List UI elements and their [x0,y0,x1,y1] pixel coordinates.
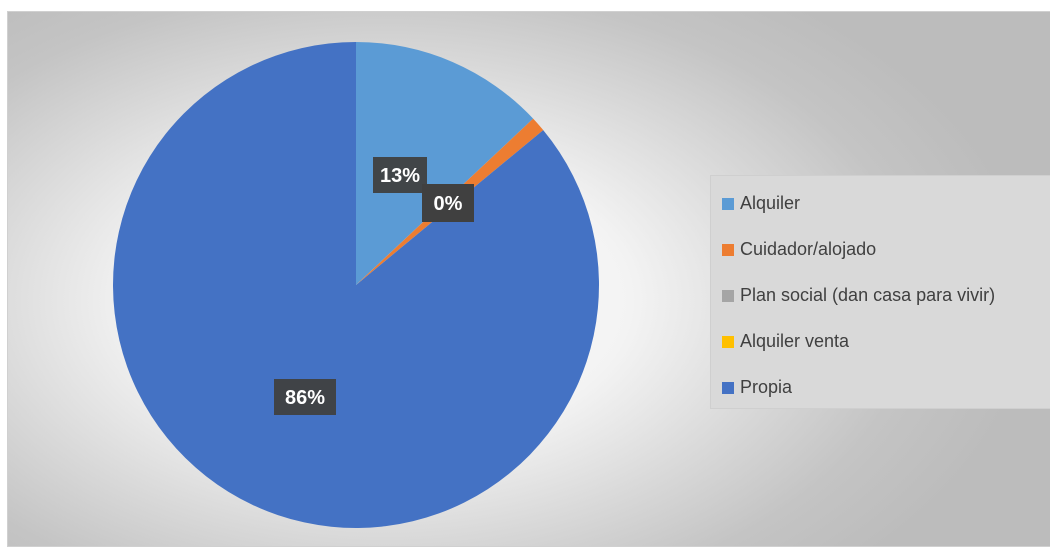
legend-swatch [722,381,734,394]
legend-item-alquiler-venta: Alquiler venta [711,330,1050,353]
pie-chart: 13%1%0%0%86% [112,42,599,528]
data-label-3: 0% [422,184,474,222]
data-label-text: 13% [380,165,420,187]
legend-swatch [722,243,734,256]
legend: Alquiler Cuidador/alojado Plan social (d… [710,175,1050,409]
legend-label: Alquiler [740,193,801,213]
data-label-4: 86% [274,379,336,415]
data-label-box [274,379,336,415]
pie-slice-propia [112,42,599,528]
data-labels: 13%1%0%0%86% [274,157,474,415]
data-label-box [373,157,427,193]
legend-item-cuidador-alojado: Cuidador/alojado [711,238,1050,261]
data-label-0: 13% [373,157,427,193]
legend-swatch [722,289,734,302]
legend-label: Alquiler venta [740,331,850,351]
legend-item-plan-social: Plan social (dan casa para vivir) [711,284,1050,307]
pie-slice-alquiler [356,42,534,285]
pie-slices [112,42,599,528]
legend-swatch [722,197,734,210]
legend-label: Propia [740,377,793,397]
legend-label: Plan social (dan casa para vivir) [740,285,996,305]
chart-area: 13%1%0%0%86% Alquiler Cuidador/alojado P… [7,11,1050,547]
data-label-text: 86% [285,387,325,409]
legend-swatch [722,335,734,348]
legend-label: Cuidador/alojado [740,239,877,259]
data-label-text: 0% [434,193,463,215]
legend-item-alquiler: Alquiler [711,192,1050,215]
data-label-box [422,184,474,222]
legend-item-propia: Propia [711,376,1050,399]
